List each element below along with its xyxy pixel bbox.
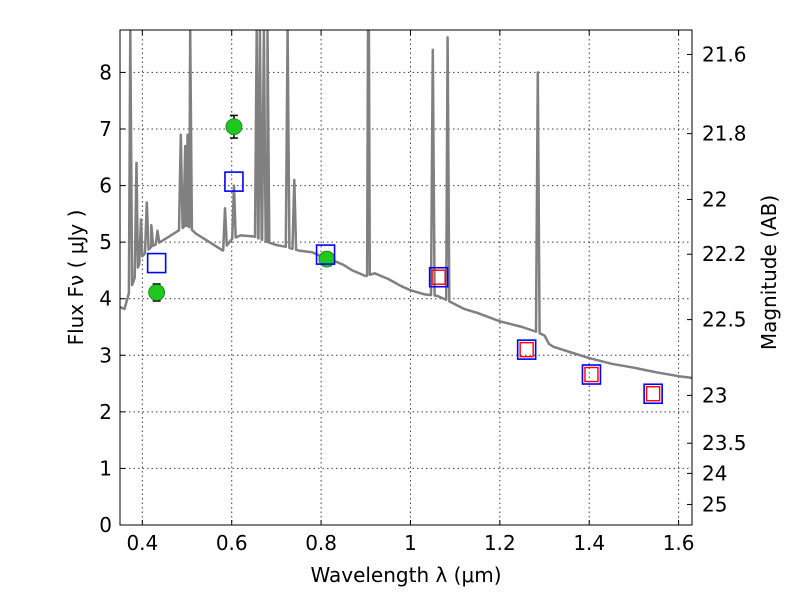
x-tick-label: 1.6: [663, 531, 695, 555]
y2-tick-label: 23.5: [702, 431, 747, 455]
model-square-red: [519, 341, 534, 358]
y-tick-label: 7: [99, 117, 112, 141]
y2-tick-label: 22.2: [702, 242, 747, 266]
plot-frame: [119, 29, 693, 526]
model-square-blue: [224, 171, 244, 192]
y2-tick-label: 22: [702, 187, 727, 211]
model-square-blue: [581, 364, 602, 385]
y2-tick-label: 21.8: [702, 122, 747, 146]
y-tick-label: 3: [99, 343, 112, 367]
y2-tick-label: 22.5: [702, 308, 747, 332]
model-square-red: [584, 366, 599, 383]
model-square-blue: [146, 252, 167, 274]
y-tick-label: 1: [99, 456, 112, 480]
y-tick-label: 0: [99, 513, 112, 537]
x-tick-label: 1.2: [484, 531, 516, 555]
photometry-point: [148, 284, 166, 301]
photometry-point: [225, 118, 243, 136]
y-tick-label: 4: [99, 287, 112, 311]
model-square-blue: [315, 244, 336, 265]
x-tick-label: 1: [404, 531, 417, 555]
x-tick-label: 0.8: [305, 531, 337, 555]
y2-tick-label: 21.6: [702, 42, 747, 66]
y2-tick-label: 23: [702, 383, 727, 407]
spectrum-line: [120, 30, 692, 380]
grid: [120, 30, 692, 526]
y-tick-label: 8: [99, 60, 112, 84]
model-square-blue: [428, 266, 449, 288]
x-axis-label: Wavelength λ (μm): [310, 563, 501, 587]
x-tick-label: 0.4: [126, 531, 158, 555]
axes: 0.4 0.6 0.8 1 1.2 1.4 1.601234567821.621.82222…: [99, 30, 747, 555]
y2-tick-label: 25: [702, 492, 727, 516]
x-tick-label: 0.6: [216, 531, 248, 555]
x-tick-label: 1.4: [573, 531, 605, 555]
model-square-blue: [643, 383, 663, 405]
y2-tick-label: 24: [702, 461, 727, 485]
y-tick-label: 6: [99, 174, 112, 198]
plot-area: [120, 30, 692, 405]
y-tick-label: 5: [99, 230, 112, 254]
y2-axis-label: Magnitude (AB): [757, 195, 781, 350]
model-square-red: [645, 386, 661, 402]
model-square-blue: [516, 339, 537, 360]
y-tick-label: 2: [99, 400, 112, 424]
y-axis-label: Flux Fν ( μJy ): [64, 210, 88, 346]
model-square-red: [431, 269, 446, 285]
